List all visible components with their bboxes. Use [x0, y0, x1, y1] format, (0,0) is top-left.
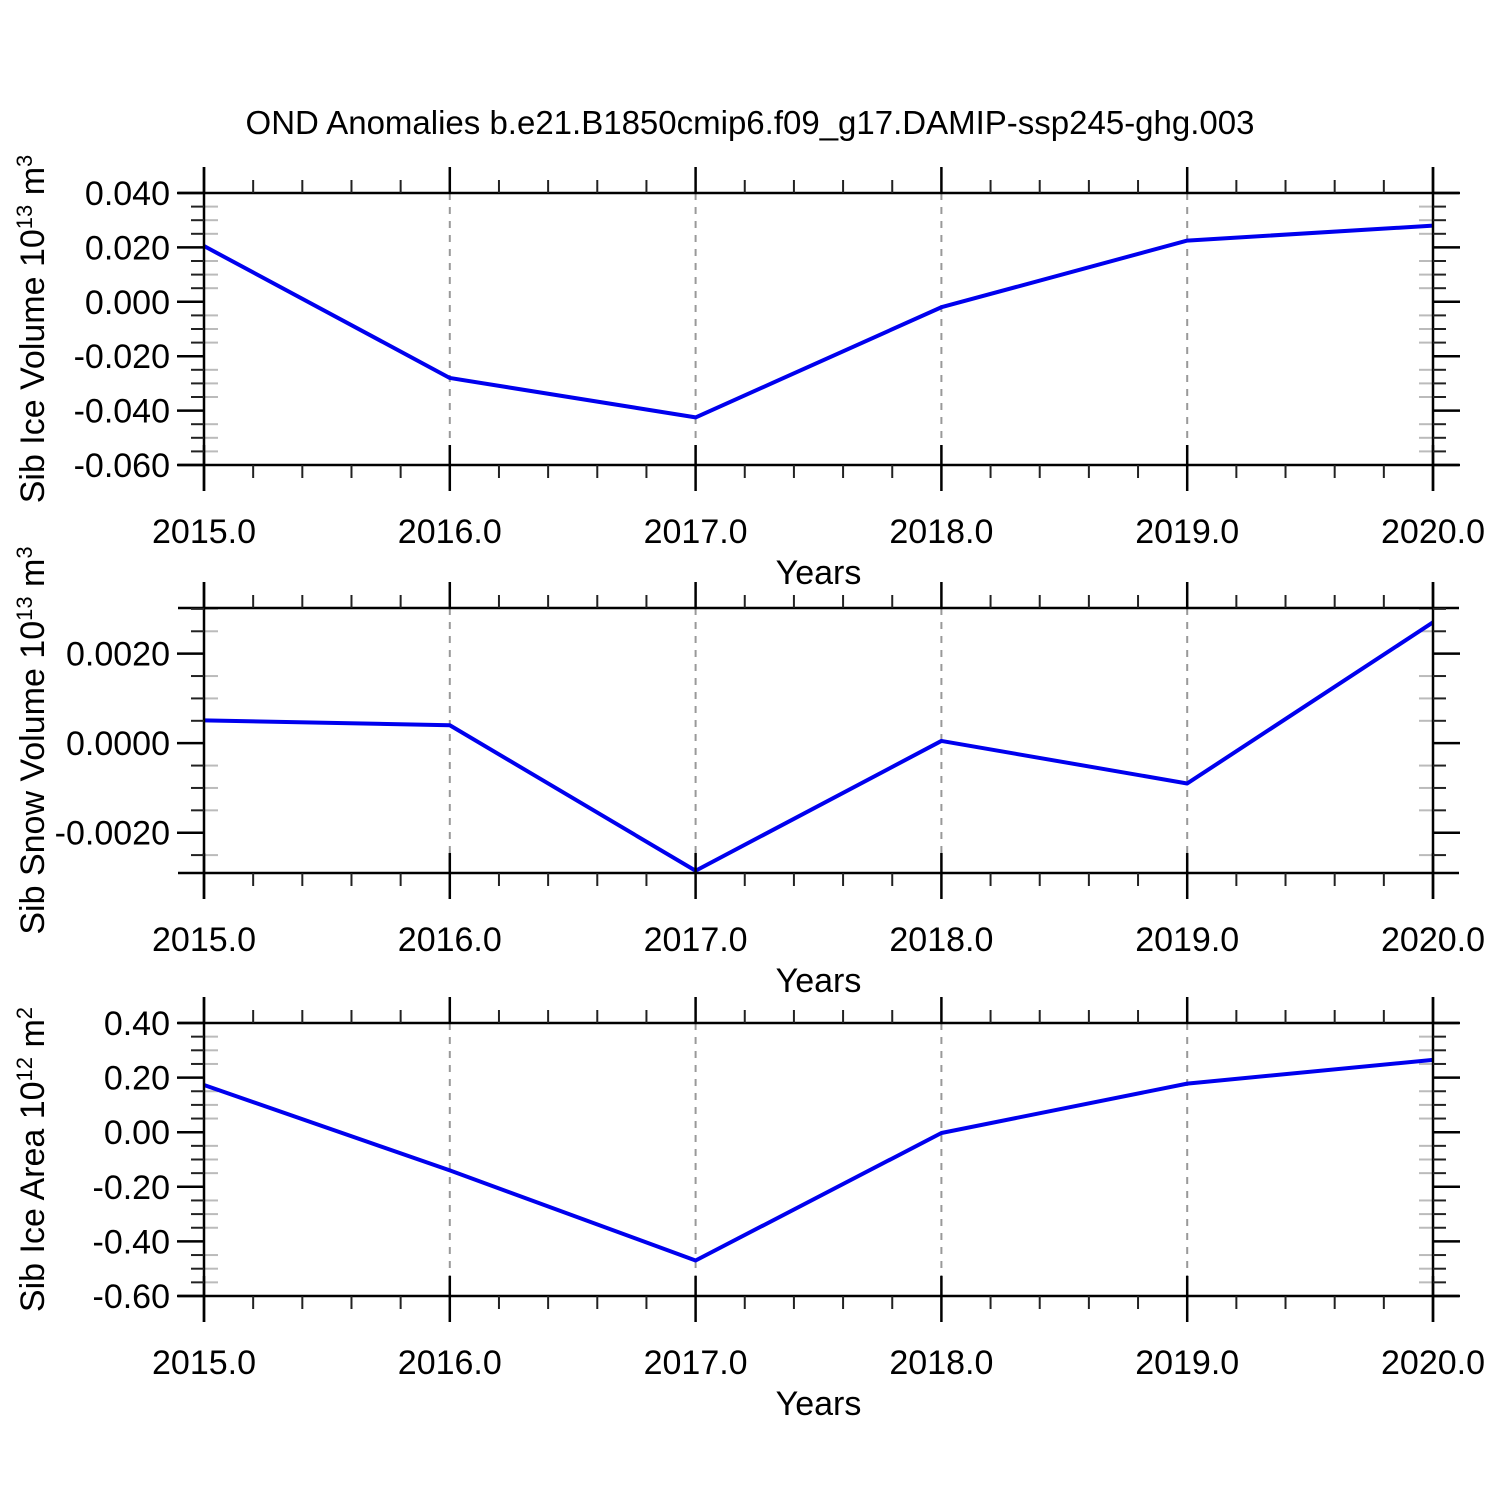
sib-ice-area-ytick-label: 0.20 [104, 1060, 170, 1098]
sib-ice-area-gridlines [448, 1023, 1189, 1296]
sib-ice-area-xaxis-title: Years [776, 1385, 862, 1423]
sib-ice-volume-xtick-label: 2017.0 [644, 513, 748, 551]
sib-snow-volume-ytick-label: 0.0020 [66, 636, 170, 674]
sib-ice-volume-ticks [177, 167, 1460, 491]
sib-ice-volume-ytick-label: -0.020 [74, 338, 170, 376]
sib-snow-volume-xtick-label: 2016.0 [398, 921, 502, 959]
sib-snow-volume-frame [178, 582, 1459, 899]
sib-ice-volume-labels: 0.040 0.020 0.000 -0.020 -0.040 -0.060 2015.0 2… [12, 155, 1485, 592]
sib-ice-area-yaxis-title: Sib Ice Area 1012​ m2​ [12, 1007, 52, 1312]
sib-ice-volume-line [203, 223, 1434, 420]
sib-snow-volume-ytick-label: -0.0020 [55, 815, 170, 853]
panel-sib-ice-volume: 0.040 0.020 0.000 -0.020 -0.040 -0.060 2015.0 2… [12, 155, 1485, 592]
sib-ice-area-ytick-label: 0.40 [104, 1005, 170, 1043]
panel-sib-snow-volume: 0.0020 0.0000 -0.0020 2015.0 2016.0 2017.0 201… [12, 546, 1485, 1000]
sib-ice-volume-inner-stubs [204, 205, 1433, 453]
sib-snow-volume-labels: 0.0020 0.0000 -0.0020 2015.0 2016.0 2017.0 201… [12, 546, 1485, 1000]
sib-snow-volume-xaxis-title: Years [776, 962, 862, 1000]
sib-ice-volume-xtick-label: 2020.0 [1381, 513, 1485, 551]
sib-ice-volume-xaxis-title: Years [776, 554, 862, 592]
sib-snow-volume-line [203, 620, 1435, 873]
sib-ice-area-xtick-label: 2018.0 [889, 1344, 993, 1382]
sib-ice-area-xtick-label: 2017.0 [644, 1344, 748, 1382]
panel-sib-ice-area: 0.40 0.20 0.00 -0.20 -0.40 -0.60 2015.0 2016.0 2… [12, 997, 1485, 1423]
sib-ice-area-xtick-label: 2015.0 [152, 1344, 256, 1382]
sib-snow-volume-ytick-label: 0.0000 [66, 725, 170, 763]
sib-ice-area-frame [178, 997, 1459, 1322]
sib-ice-area-ticks [177, 997, 1460, 1322]
sib-snow-volume-xtick-label: 2015.0 [152, 921, 256, 959]
sib-ice-volume-ytick-label: -0.040 [74, 393, 170, 431]
sib-ice-area-line [203, 1057, 1434, 1263]
sib-ice-area-ytick-label: -0.20 [93, 1169, 171, 1207]
sib-snow-volume-ticks [177, 582, 1460, 899]
sib-ice-area-inner-stubs [204, 1035, 1433, 1284]
sib-ice-volume-xtick-label: 2015.0 [152, 513, 256, 551]
sib-ice-area-xtick-label: 2020.0 [1381, 1344, 1485, 1382]
sib-snow-volume-inner-stubs [204, 607, 1433, 857]
sib-ice-volume-frame [178, 167, 1459, 491]
sib-snow-volume-xtick-label: 2018.0 [889, 921, 993, 959]
sib-ice-area-ytick-label: 0.00 [104, 1114, 170, 1152]
sib-ice-volume-ytick-label: -0.060 [74, 447, 170, 485]
sib-ice-volume-xtick-label: 2018.0 [889, 513, 993, 551]
sib-ice-volume-gridlines [448, 193, 1189, 465]
sib-ice-volume-ytick-label: 0.040 [85, 175, 170, 213]
sib-snow-volume-gridlines [448, 608, 1189, 873]
sib-ice-area-ytick-label: -0.60 [93, 1278, 171, 1316]
sib-ice-area-xtick-label: 2016.0 [398, 1344, 502, 1382]
sib-snow-volume-xtick-label: 2020.0 [1381, 921, 1485, 959]
chart-title: OND Anomalies b.e21.B1850cmip6.f09_g17.D… [245, 104, 1255, 141]
sib-ice-volume-ytick-label: 0.020 [85, 229, 170, 267]
sib-ice-volume-xtick-label: 2019.0 [1135, 513, 1239, 551]
sib-snow-volume-xtick-label: 2019.0 [1135, 921, 1239, 959]
sib-ice-area-xtick-label: 2019.0 [1135, 1344, 1239, 1382]
sib-snow-volume-xtick-label: 2017.0 [644, 921, 748, 959]
sib-snow-volume-yaxis-title: Sib Snow Volume 1013​ m3​ [12, 546, 52, 934]
sib-ice-area-labels: 0.40 0.20 0.00 -0.20 -0.40 -0.60 2015.0 2016.0 2… [12, 1005, 1485, 1423]
sib-ice-area-ytick-label: -0.40 [93, 1223, 171, 1261]
sib-ice-volume-yaxis-title: Sib Ice Volume 1013​ m3​ [12, 155, 52, 504]
sib-ice-volume-ytick-label: 0.000 [85, 284, 170, 322]
sib-ice-volume-xtick-label: 2016.0 [398, 513, 502, 551]
